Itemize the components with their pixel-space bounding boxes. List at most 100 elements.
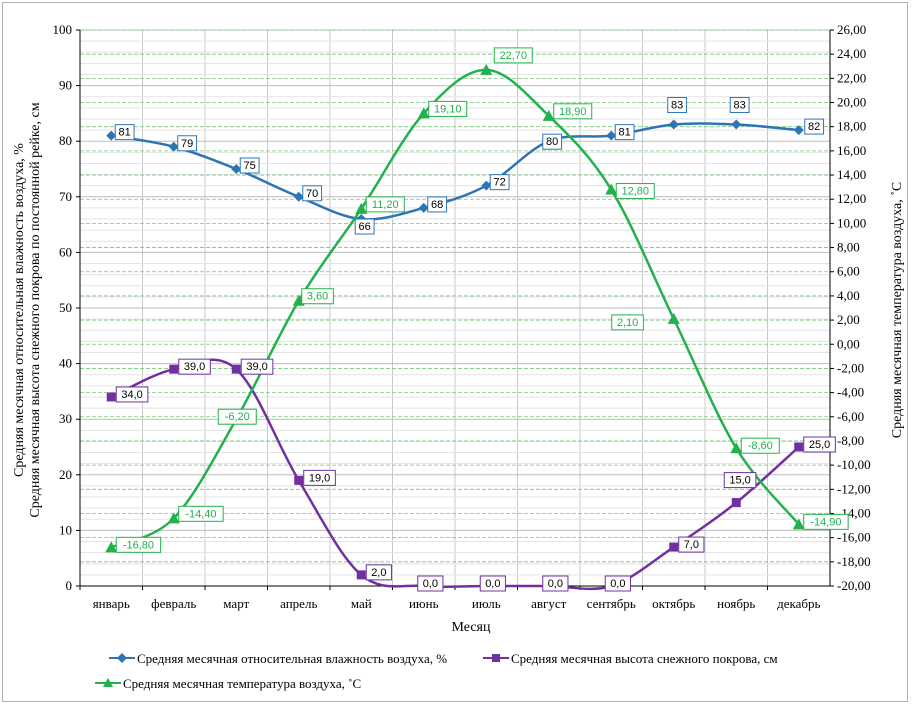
x-tick-label: октябрь bbox=[652, 596, 695, 611]
x-axis-title: Месяц bbox=[452, 620, 491, 635]
data-label-box bbox=[667, 97, 688, 114]
data-point-temperature bbox=[605, 183, 618, 195]
data-label-text: 18,90 bbox=[559, 106, 587, 118]
data-label-text: 81 bbox=[619, 127, 631, 139]
data-label: 19,10 bbox=[428, 100, 468, 117]
data-label-box bbox=[428, 100, 468, 117]
data-label: 22,70 bbox=[493, 47, 533, 64]
data-label-text: 72 bbox=[494, 177, 506, 189]
data-point-snow bbox=[231, 364, 241, 374]
x-tick-label: июнь bbox=[409, 596, 439, 611]
data-label-text: 83 bbox=[734, 100, 746, 112]
legend-label-temperature: Средняя месячная температура воздуха, ˚С bbox=[123, 676, 361, 691]
data-label-text: 2,0 bbox=[371, 567, 386, 579]
legend-label-snow: Средняя месячная высота снежного покрова… bbox=[511, 651, 778, 666]
y-right-tick-label: -4,00 bbox=[837, 385, 864, 400]
y-right-tick-label: -2,00 bbox=[837, 360, 864, 375]
data-label-text: 12,80 bbox=[621, 186, 649, 198]
data-label-text: 7,0 bbox=[684, 539, 699, 551]
y-right-tick-label: -12,00 bbox=[837, 481, 871, 496]
y-right-tick-label: 14,00 bbox=[837, 167, 866, 182]
data-label-box bbox=[803, 513, 849, 530]
x-tick-label: март bbox=[223, 596, 249, 611]
y-right-tick-label: 4,00 bbox=[837, 288, 860, 303]
data-label: 11,20 bbox=[365, 196, 405, 213]
data-point-snow bbox=[169, 364, 179, 374]
y-right-tick-label: -6,00 bbox=[837, 409, 864, 424]
data-label-box bbox=[553, 103, 593, 120]
data-label-text: 3,60 bbox=[307, 291, 328, 303]
y-right-tick-label: 26,00 bbox=[837, 22, 866, 37]
data-label-text: 11,20 bbox=[372, 199, 399, 211]
data-label: 18,90 bbox=[553, 103, 593, 120]
y-left-tick-label: 50 bbox=[59, 300, 72, 315]
data-label: -14,40 bbox=[178, 505, 224, 522]
legend-item-temperature: Средняя месячная температура воздуха, ˚С bbox=[95, 676, 361, 691]
data-label-text: -16,80 bbox=[123, 539, 154, 551]
data-point-humidity bbox=[231, 164, 242, 174]
data-point-humidity bbox=[481, 180, 492, 191]
data-point-temperature bbox=[480, 63, 493, 75]
data-label: 0,0 bbox=[479, 575, 506, 592]
data-label-text: 25,0 bbox=[809, 439, 830, 451]
data-label: 12,80 bbox=[615, 183, 655, 200]
data-point-snow bbox=[731, 498, 741, 508]
data-label: 82 bbox=[804, 118, 825, 135]
data-label-box bbox=[417, 575, 444, 592]
x-tick-label: сентябрь bbox=[587, 596, 636, 611]
data-label: 0,0 bbox=[604, 575, 631, 592]
data-label-box bbox=[611, 314, 644, 331]
data-label-box bbox=[740, 437, 780, 454]
data-point-temperature bbox=[542, 109, 555, 121]
y-left-axis-title-line2: Средняя месячная высота снежного покрова… bbox=[28, 102, 43, 517]
data-label-text: 70 bbox=[306, 188, 318, 200]
data-label-text: 68 bbox=[431, 199, 443, 211]
data-label-box bbox=[178, 505, 224, 522]
data-label-box bbox=[678, 536, 705, 553]
y-right-tick-label: 18,00 bbox=[837, 119, 866, 134]
y-right-tick-label: 8,00 bbox=[837, 240, 860, 255]
data-label-box bbox=[114, 124, 135, 141]
data-label: 66 bbox=[354, 218, 375, 235]
data-label-text: 80 bbox=[546, 136, 558, 148]
legend-item-snow: Средняя месячная высота снежного покрова… bbox=[483, 651, 778, 666]
data-point-temperature bbox=[730, 442, 743, 454]
data-point-snow bbox=[106, 392, 116, 402]
chart-svg: 0 10 20 30 40 50 60 70 80 90 100 -20,00 -18,00 -16,00… bbox=[12, 22, 905, 691]
data-label-box bbox=[542, 575, 569, 592]
data-label: 7,0 bbox=[678, 536, 705, 553]
data-label: 39,0 bbox=[240, 358, 274, 375]
data-label-text: 0,0 bbox=[423, 578, 438, 590]
x-tick-label: февраль bbox=[151, 596, 196, 611]
data-label: 34,0 bbox=[115, 386, 149, 403]
y-right-tick-label: 20,00 bbox=[837, 95, 866, 110]
data-point-humidity bbox=[793, 125, 804, 136]
data-point-humidity bbox=[731, 119, 742, 130]
data-point-temperature bbox=[105, 541, 118, 553]
diamond-marker-icon bbox=[117, 653, 127, 663]
data-label-text: 0,0 bbox=[610, 578, 625, 590]
data-label: 68 bbox=[427, 196, 448, 213]
y-left-tick-label: 40 bbox=[59, 356, 72, 371]
y-left-tick-label: 30 bbox=[59, 411, 72, 426]
y-right-tick-label: -16,00 bbox=[837, 530, 871, 545]
data-label: 0,0 bbox=[542, 575, 569, 592]
y-right-tick-label: 0,00 bbox=[837, 336, 860, 351]
data-label: 70 bbox=[302, 185, 323, 202]
data-label: 80 bbox=[542, 133, 563, 150]
data-label: 81 bbox=[114, 124, 135, 141]
label-layer: 81 79 75 70 66 68 72 80 81 83 83 82 34,0 39,0 39,0 19,0… bbox=[114, 47, 849, 592]
data-label-box bbox=[239, 157, 260, 174]
data-label-text: 79 bbox=[181, 138, 193, 150]
data-point-humidity bbox=[106, 130, 117, 141]
y-left-tick-label: 70 bbox=[59, 189, 72, 204]
data-label-box bbox=[177, 135, 198, 152]
y-right-tick-label: 2,00 bbox=[837, 312, 860, 327]
x-tick-label: ноябрь bbox=[717, 596, 755, 611]
data-label-text: 83 bbox=[671, 100, 683, 112]
data-label-box bbox=[479, 575, 506, 592]
data-label-text: 15,0 bbox=[729, 475, 750, 487]
data-label-box bbox=[217, 408, 257, 425]
data-label: 75 bbox=[239, 157, 260, 174]
